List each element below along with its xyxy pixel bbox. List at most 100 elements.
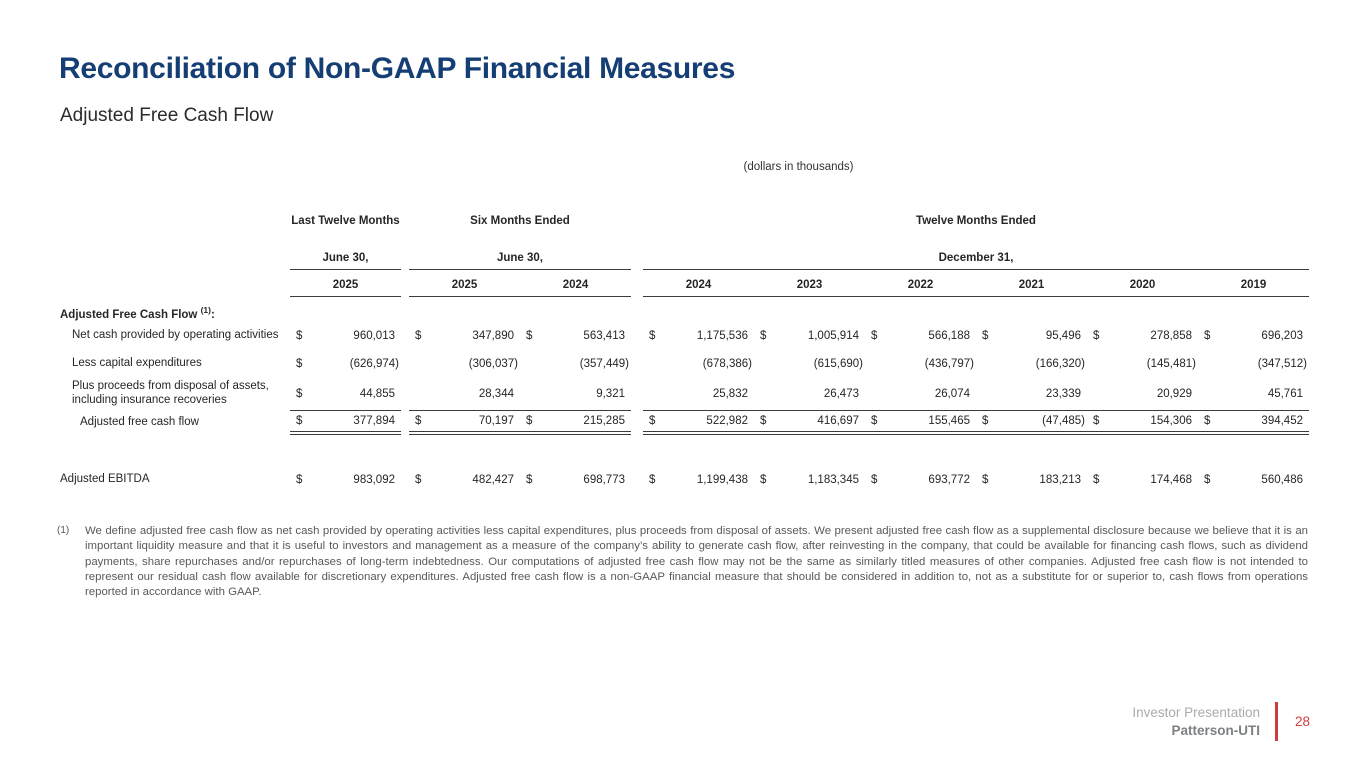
table-cell: $155,465 <box>865 410 976 435</box>
row-label: Adjusted free cash flow <box>80 415 199 428</box>
table-cell: $696,203 <box>1198 322 1309 350</box>
dollar-sign: $ <box>415 330 422 342</box>
footnote: (1) We define adjusted free cash flow as… <box>57 524 1308 600</box>
dollar-sign: $ <box>1093 330 1100 342</box>
row-label: Less capital expenditures <box>72 356 202 369</box>
presentation-name: Investor Presentation <box>1132 705 1260 720</box>
table-row: Less capital expenditures $ (626,974) (30… <box>60 350 1309 377</box>
cell-value: (436,797) <box>924 357 974 370</box>
year-header: 2025 <box>332 279 359 291</box>
slide-footer: Investor Presentation Patterson-UTI 28 <box>1132 702 1310 741</box>
table-cell: (615,690) <box>754 350 865 377</box>
year-header: 2024 <box>562 279 589 291</box>
group-date: June 30, <box>409 241 631 270</box>
group-years: 2024 2023 2022 2021 2020 2019 <box>643 270 1309 297</box>
group-title: Last Twelve Months <box>291 215 400 228</box>
group-years: 2025 2024 <box>409 270 631 297</box>
cell-value: 44,855 <box>359 387 395 400</box>
dollar-sign: $ <box>526 415 533 427</box>
cell-value: 9,321 <box>596 387 625 400</box>
year-header: 2023 <box>796 279 823 291</box>
table-cell: $563,413 <box>520 322 631 350</box>
dollar-sign: $ <box>649 415 656 427</box>
table-row-total: Adjusted free cash flow $377,894 $70,197… <box>60 410 1309 435</box>
cell-value: 1,005,914 <box>807 330 859 342</box>
cell-value: 566,188 <box>928 330 970 342</box>
table-cell: $983,092 <box>290 467 401 493</box>
dollar-sign: $ <box>1093 415 1100 427</box>
table-cell: 26,473 <box>754 377 865 410</box>
dollar-sign: $ <box>1093 474 1100 486</box>
cell-value: 26,074 <box>934 387 970 400</box>
dollar-sign: $ <box>871 415 878 427</box>
dollar-sign: $ <box>1204 415 1211 427</box>
table-cell: $1,005,914 <box>754 322 865 350</box>
table-cell: (306,037) <box>409 350 520 377</box>
table-cell: 23,339 <box>976 377 1087 410</box>
section-heading: Adjusted Free Cash Flow (1): <box>60 305 1309 322</box>
dollar-sign: $ <box>760 330 767 342</box>
cell-value: 45,761 <box>1267 387 1303 400</box>
section-heading-label: Adjusted Free Cash Flow <box>60 308 198 321</box>
cell-value: 1,183,345 <box>807 474 859 486</box>
group-years: 2025 <box>290 270 401 297</box>
table-cell: 9,321 <box>520 377 631 410</box>
dollar-sign: $ <box>296 474 303 486</box>
table-cell: $174,468 <box>1087 467 1198 493</box>
cell-value: 1,199,438 <box>696 474 748 486</box>
table-cell: $ (626,974) <box>290 350 401 377</box>
table-cell: $215,285 <box>520 410 631 435</box>
cell-value: 696,203 <box>1261 330 1303 342</box>
cell-value: 70,197 <box>478 415 514 427</box>
dollar-sign: $ <box>871 330 878 342</box>
cell-value: 693,772 <box>928 474 970 486</box>
group-title: Six Months Ended <box>470 215 570 228</box>
group-date: June 30, <box>290 241 401 270</box>
table-cell: (347,512) <box>1198 350 1309 377</box>
table-cell: $394,452 <box>1198 410 1309 435</box>
table-cell: $347,890 <box>409 322 520 350</box>
table-cell: $698,773 <box>520 467 631 493</box>
table-cell: (678,386) <box>643 350 754 377</box>
cell-value: 560,486 <box>1261 474 1303 486</box>
dollar-sign: $ <box>415 474 422 486</box>
row-label: Plus proceeds from disposal of assets, i… <box>72 379 269 406</box>
table-cell: $522,982 <box>643 410 754 435</box>
cell-value: 698,773 <box>583 474 625 486</box>
cell-value: (145,481) <box>1146 357 1196 370</box>
table-cell: $ (47,485) <box>976 410 1087 435</box>
cell-value: 563,413 <box>583 330 625 342</box>
dollar-sign: $ <box>1204 474 1211 486</box>
cell-value: 522,982 <box>706 415 748 427</box>
dollar-sign: $ <box>649 474 656 486</box>
table-cell: $278,858 <box>1087 322 1198 350</box>
cell-value: 23,339 <box>1045 387 1081 400</box>
dollar-sign: $ <box>760 415 767 427</box>
footer-text-block: Investor Presentation Patterson-UTI <box>1132 705 1260 738</box>
table-row-ebitda: Adjusted EBITDA $983,092 $482,427 $698,7… <box>60 467 1309 493</box>
dollar-sign: $ <box>415 415 422 427</box>
table-cell: $70,197 <box>409 410 520 435</box>
page-title: Reconciliation of Non-GAAP Financial Mea… <box>59 52 736 85</box>
year-header: 2024 <box>685 279 712 291</box>
section-heading-colon: : <box>210 308 215 321</box>
cell-value: 20,929 <box>1156 387 1192 400</box>
row-label: Adjusted EBITDA <box>60 473 150 486</box>
cell-value: (357,449) <box>579 357 629 370</box>
table-cell: (145,481) <box>1087 350 1198 377</box>
dollar-sign: $ <box>982 415 989 427</box>
column-group-twelve-months-ended: Twelve Months Ended December 31, 2024 20… <box>643 203 1309 297</box>
footer-divider-bar <box>1274 702 1278 741</box>
year-header: 2019 <box>1240 279 1267 291</box>
table-cell: $416,697 <box>754 410 865 435</box>
row-label: Net cash provided by operating activitie… <box>72 329 279 342</box>
table-cell: $960,013 <box>290 322 401 350</box>
year-header: 2021 <box>1018 279 1045 291</box>
table-cell: $95,496 <box>976 322 1087 350</box>
cell-value: 183,213 <box>1039 474 1081 486</box>
cell-value: (166,320) <box>1035 357 1085 370</box>
dollar-sign: $ <box>296 415 303 427</box>
table-cell: $693,772 <box>865 467 976 493</box>
table-cell: $566,188 <box>865 322 976 350</box>
dollar-sign: $ <box>296 387 303 400</box>
